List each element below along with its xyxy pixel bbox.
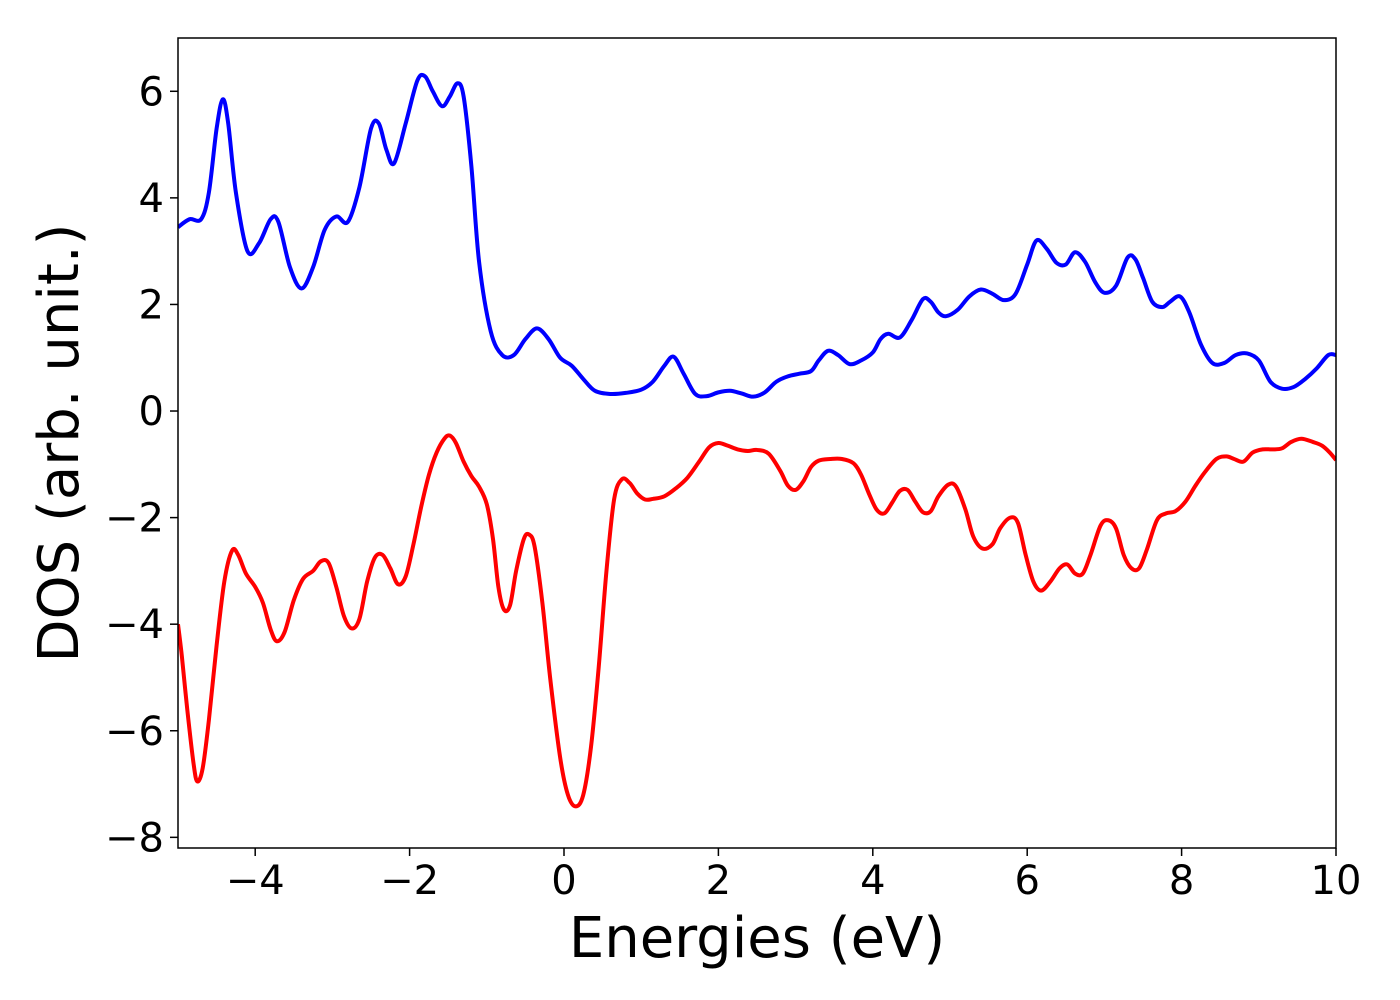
x-tick-label: 10 xyxy=(1311,858,1362,904)
x-tick-label: −4 xyxy=(226,858,285,904)
x-axis: −4 −2 0 2 4 6 8 10 xyxy=(226,848,1362,904)
series-line-1 xyxy=(178,72,1336,399)
x-tick-label: 4 xyxy=(860,858,885,904)
x-tick-label: 2 xyxy=(706,858,731,904)
series-line-2 xyxy=(178,433,1336,809)
plot-frame xyxy=(177,37,1337,849)
y-tick-label: −4 xyxy=(105,602,164,648)
y-tick-label: 6 xyxy=(139,69,164,115)
y-tick-label: −8 xyxy=(105,815,164,861)
y-tick-label: −6 xyxy=(105,709,164,755)
y-tick-label: 2 xyxy=(139,282,164,328)
y-tick-label: 0 xyxy=(139,389,164,435)
x-axis-label: Energies (eV) xyxy=(569,906,945,971)
y-axis-label: DOS (arb. unit.) xyxy=(27,223,92,662)
y-axis: −8 −6 −4 −2 0 2 4 6 xyxy=(105,69,178,861)
x-tick-label: 6 xyxy=(1014,858,1039,904)
series-layer xyxy=(178,72,1336,809)
x-tick-label: 0 xyxy=(551,858,576,904)
y-tick-label: −2 xyxy=(105,496,164,542)
y-tick-label: 4 xyxy=(139,176,164,222)
x-tick-label: 8 xyxy=(1169,858,1194,904)
x-tick-label: −2 xyxy=(380,858,439,904)
